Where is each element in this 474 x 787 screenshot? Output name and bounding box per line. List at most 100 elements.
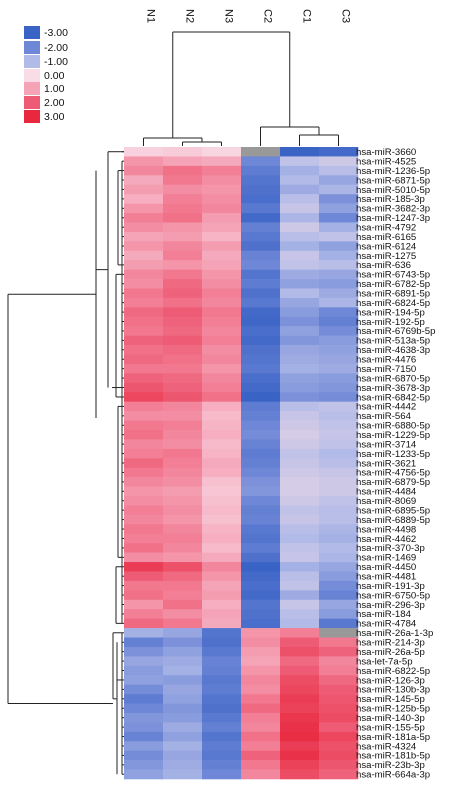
heatmap-cell: [163, 543, 203, 553]
heatmap-cell: [319, 618, 359, 629]
heatmap-cell: [280, 213, 320, 223]
row-label: hsa-miR-4498: [356, 524, 416, 535]
heatmap-cell: [202, 194, 242, 204]
heatmap-cell: [124, 411, 164, 421]
heatmap-cell: [124, 288, 164, 299]
row-label: hsa-miR-4484: [356, 487, 417, 498]
heatmap-cell: [241, 524, 281, 535]
heatmap-cell: [163, 618, 203, 629]
heatmap-cell: [202, 335, 242, 346]
heatmap-cell: [319, 628, 359, 638]
column-label: N3: [223, 9, 235, 23]
heatmap-cell: [280, 420, 320, 431]
heatmap-cell: [202, 477, 242, 487]
legend-label: 1.00: [44, 83, 65, 95]
heatmap-cell: [280, 392, 320, 402]
heatmap-cell: [163, 646, 203, 657]
heatmap-cell: [280, 637, 320, 648]
heatmap-cell: [241, 260, 281, 270]
heatmap-cell: [280, 241, 320, 252]
heatmap-cell: [319, 420, 359, 431]
heatmap-cell: [202, 505, 242, 516]
heatmap-cell: [241, 269, 281, 280]
heatmap-cell: [163, 750, 203, 761]
heatmap-cell: [163, 571, 203, 582]
row-label: hsa-miR-4756-5p: [356, 468, 430, 479]
heatmap-cell: [280, 514, 320, 525]
heatmap-cell: [163, 514, 203, 525]
heatmap-cell: [241, 769, 281, 780]
heatmap-cell: [163, 203, 203, 214]
heatmap-cell: [124, 279, 164, 289]
heatmap-cell: [241, 712, 281, 723]
heatmap-cell: [280, 684, 320, 695]
legend-swatch: [24, 82, 40, 95]
legend-swatch: [24, 55, 40, 68]
heatmap-cell: [202, 646, 242, 657]
heatmap-cell: [163, 562, 203, 572]
legend-label: -1.00: [44, 56, 68, 68]
row-label: hsa-miR-181b-5p: [356, 751, 430, 762]
heatmap-cell: [280, 203, 320, 214]
column-dendrogram: [143, 31, 339, 146]
heatmap-cell: [202, 599, 242, 610]
heatmap-cell: [241, 599, 281, 610]
heatmap-cell: [280, 222, 320, 233]
heatmap-cell: [202, 175, 242, 186]
heatmap-cell: [163, 486, 203, 497]
heatmap-cell: [163, 279, 203, 289]
row-labels: hsa-miR-3660hsa-miR-4525hsa-miR-1236-5ph…: [356, 147, 435, 781]
heatmap-cell: [280, 250, 320, 261]
heatmap-cell: [202, 420, 242, 431]
heatmap-cell: [163, 731, 203, 742]
row-label: hsa-miR-6124: [356, 241, 417, 252]
heatmap-cell: [163, 326, 203, 336]
row-label: hsa-miR-636: [356, 260, 411, 271]
heatmap-cell: [202, 769, 242, 780]
heatmap-cell: [280, 260, 320, 270]
heatmap-cell: [319, 345, 359, 355]
heatmap-cell: [319, 288, 359, 299]
heatmap-cell: [319, 184, 359, 195]
heatmap-cell: [202, 326, 242, 336]
heatmap-cell: [280, 354, 320, 365]
heatmap-cell: [124, 514, 164, 525]
heatmap-cell: [163, 175, 203, 186]
heatmap-cell: [319, 373, 359, 384]
heatmap-cell: [124, 458, 164, 469]
heatmap-cell: [124, 373, 164, 384]
row-label: hsa-miR-155-5p: [356, 722, 425, 733]
heatmap-cell: [202, 363, 242, 374]
heatmap-cell: [124, 524, 164, 535]
heatmap-cell: [280, 580, 320, 591]
heatmap-cell: [319, 609, 359, 619]
heatmap-cell: [280, 722, 320, 733]
heatmap-cell: [241, 458, 281, 469]
heatmap-cell: [124, 420, 164, 431]
heatmap-cell: [241, 722, 281, 733]
heatmap-cell: [202, 656, 242, 667]
heatmap-cell: [241, 401, 281, 412]
row-label: hsa-miR-370-3p: [356, 543, 425, 554]
heatmap-cell: [124, 665, 164, 676]
heatmap-cell: [124, 486, 164, 497]
heatmap-cell: [124, 628, 164, 638]
heatmap-cell: [241, 571, 281, 582]
row-label: hsa-miR-4638-3p: [356, 345, 430, 356]
heatmap-cell: [124, 439, 164, 450]
row-label: hsa-miR-296-3p: [356, 600, 425, 611]
heatmap-cell: [319, 363, 359, 374]
heatmap-cell: [280, 628, 320, 638]
heatmap-cell: [241, 741, 281, 751]
row-label: hsa-miR-6895-5p: [356, 505, 430, 516]
heatmap-cell: [241, 203, 281, 214]
heatmap-cell: [202, 665, 242, 676]
heatmap-cell: [241, 562, 281, 572]
heatmap-cell: [241, 392, 281, 402]
heatmap-cell: [241, 279, 281, 289]
heatmap-cell: [319, 392, 359, 402]
heatmap-cell: [319, 505, 359, 516]
color-legend: -3.00 -2.00 -1.00 0.001.00 2.00 3.00: [24, 26, 68, 123]
row-label: hsa-miR-8069: [356, 496, 416, 507]
